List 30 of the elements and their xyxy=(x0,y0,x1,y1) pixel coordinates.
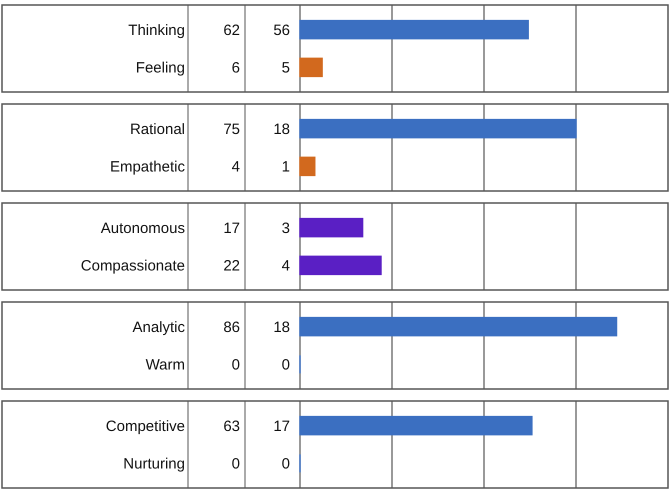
data-label: 6 xyxy=(232,60,240,77)
data-label: 22 xyxy=(223,258,240,275)
text: 18 xyxy=(273,318,290,336)
data-label: 75 xyxy=(223,120,240,138)
text: 5 xyxy=(282,60,290,77)
text: 0 xyxy=(282,356,290,374)
y-tick-label: Analytic xyxy=(132,318,186,336)
y-tick-label: Empathetic xyxy=(110,158,186,176)
text: 0 xyxy=(282,456,290,473)
data-label: 63 xyxy=(223,418,240,435)
text: 1 xyxy=(282,158,290,176)
text: 18 xyxy=(273,120,290,138)
y-tick-label: Warm xyxy=(146,356,185,374)
text: 4 xyxy=(282,258,290,275)
y-tick-label: Compassionate xyxy=(80,258,185,275)
data-label: 62 xyxy=(223,22,240,39)
data-label: 0 xyxy=(232,356,240,374)
data-label: 4 xyxy=(232,158,240,176)
y-tick-label: Competitive xyxy=(106,418,185,435)
text: 56 xyxy=(273,22,290,39)
y-tick-label: Thinking xyxy=(128,22,185,39)
data-label: 0 xyxy=(232,456,240,473)
data-label: 86 xyxy=(223,318,240,336)
y-tick-label: Autonomous xyxy=(100,220,185,237)
y-tick-label: Rational xyxy=(130,120,185,138)
y-tick-label: Nurturing xyxy=(123,456,185,473)
y-tick-label: Feeling xyxy=(136,60,185,77)
text: 3 xyxy=(282,220,290,237)
data-label: 17 xyxy=(223,220,240,237)
text: 17 xyxy=(273,418,290,435)
